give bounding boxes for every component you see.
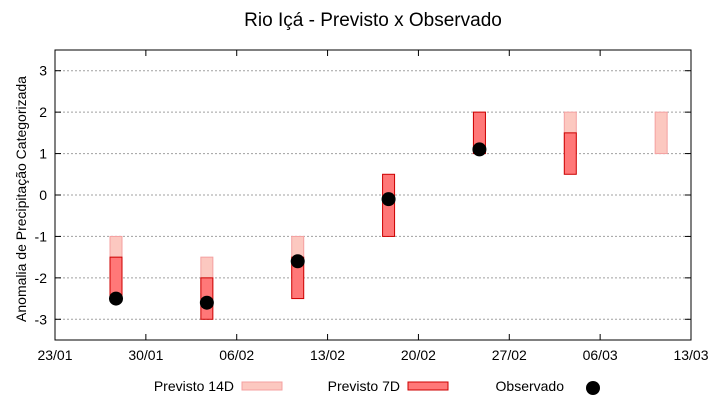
observado-point: [109, 291, 124, 306]
x-tick-label: 13/02: [310, 347, 345, 363]
legend: Previsto 14D Previsto 7D Observado: [154, 378, 600, 395]
y-tick-label: -3: [35, 311, 48, 327]
y-tick-label: -2: [35, 270, 48, 286]
x-tick-label: 13/03: [673, 347, 708, 363]
legend-previsto-7d-label: Previsto 7D: [328, 378, 400, 394]
y-tick-label: 2: [39, 104, 47, 120]
grid-lines: [55, 70, 691, 320]
x-tick-label: 30/01: [128, 347, 163, 363]
y-tick-label: -1: [35, 228, 48, 244]
observado-point: [290, 254, 305, 269]
observado-point: [472, 142, 487, 157]
legend-observado-swatch: [586, 381, 600, 395]
observado-point: [199, 295, 214, 310]
x-tick-label: 20/02: [401, 347, 436, 363]
y-tick-label: 3: [39, 63, 47, 79]
y-tick-label: 1: [39, 146, 47, 162]
x-tick-label: 06/02: [219, 347, 254, 363]
legend-observado-label: Observado: [496, 378, 565, 394]
x-tick-label: 27/02: [492, 347, 527, 363]
legend-previsto-7d-swatch: [407, 381, 449, 391]
observado-points: [109, 142, 487, 310]
previsto-7d-bars: [109, 111, 577, 320]
legend-previsto-14d-swatch: [241, 381, 283, 391]
chart-title: Rio Içá - Previsto x Observado: [244, 10, 502, 31]
x-tick-label: 23/01: [37, 347, 72, 363]
y-axis-label: Anomalia de Precipitação Categorizada: [13, 76, 29, 322]
legend-previsto-14d-label: Previsto 14D: [154, 378, 234, 394]
previsto-14d-bar: [654, 111, 668, 155]
x-tick-label: 06/03: [583, 347, 618, 363]
previsto-7d-bar: [563, 132, 577, 175]
y-axis-ticks: -3 -2 -1 0 1 2 3: [35, 63, 691, 327]
observado-point: [381, 192, 396, 207]
x-axis-ticks: 23/01 30/01 06/02 13/02 20/02 27/02 06/03 13/03: [37, 50, 709, 363]
y-tick-label: 0: [39, 187, 47, 203]
